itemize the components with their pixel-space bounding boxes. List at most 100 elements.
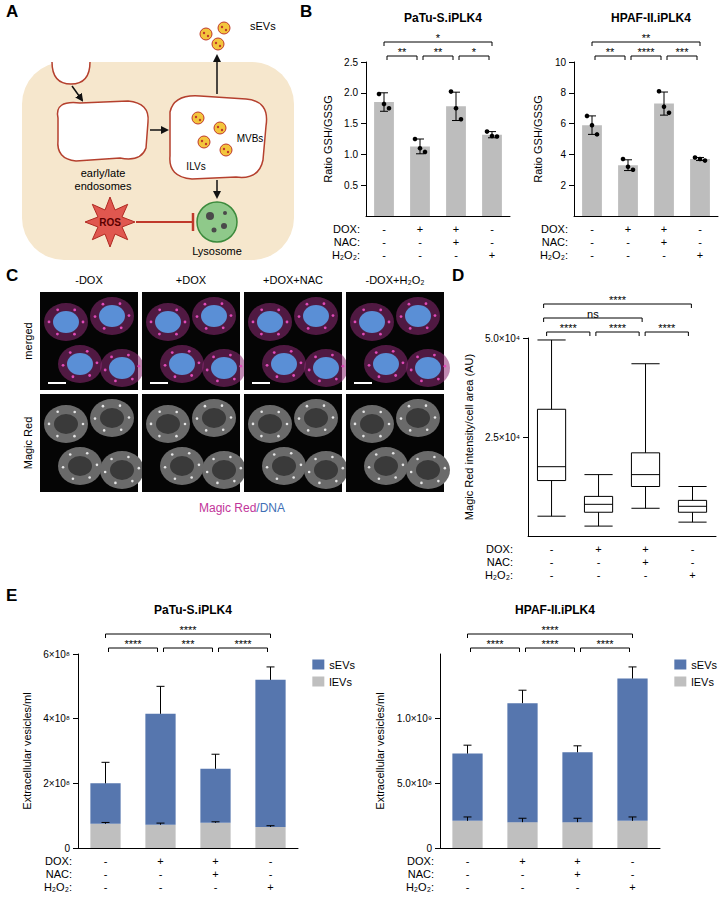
svg-text:-: -	[159, 868, 163, 880]
svg-text:-: -	[382, 236, 386, 248]
svg-text:-: -	[597, 556, 601, 568]
svg-text:-: -	[214, 881, 218, 893]
svg-text:****: ****	[486, 638, 504, 650]
svg-text:2: 2	[560, 180, 566, 191]
svg-text:8: 8	[560, 87, 566, 98]
svg-text:****: ****	[609, 322, 627, 334]
svg-text:5.0×10⁸: 5.0×10⁸	[397, 778, 432, 789]
svg-text:-: -	[550, 569, 554, 581]
svg-text:-: -	[466, 868, 470, 880]
svg-text:-: -	[550, 543, 554, 555]
svg-text:-: -	[631, 855, 635, 867]
svg-text:-: -	[590, 249, 594, 261]
svg-text:1.5: 1.5	[344, 118, 358, 129]
svg-text:-: -	[698, 223, 702, 235]
svg-text:-: -	[631, 868, 635, 880]
svg-text:sEVs: sEVs	[329, 659, 355, 671]
svg-text:early/late: early/late	[81, 167, 126, 179]
svg-text:-: -	[382, 223, 386, 235]
svg-text:NAC:: NAC:	[46, 868, 72, 880]
svg-text:-: -	[454, 249, 458, 261]
svg-text:DOX:: DOX:	[45, 855, 72, 867]
svg-text:DOX:: DOX:	[407, 855, 434, 867]
svg-text:Magic Red/DNA: Magic Red/DNA	[199, 501, 285, 515]
svg-text:-: -	[466, 881, 470, 893]
svg-text:-DOX+H₂O₂: -DOX+H₂O₂	[366, 274, 425, 286]
svg-text:-: -	[490, 223, 494, 235]
svg-text:1.0: 1.0	[344, 149, 358, 160]
svg-text:Magic Red intensity/cell area: Magic Red intensity/cell area (AU)	[463, 354, 475, 520]
svg-text:Ratio GSH/GSSG: Ratio GSH/GSSG	[532, 95, 544, 182]
svg-text:+: +	[661, 236, 667, 248]
svg-text:+: +	[625, 223, 631, 235]
svg-text:DOX:: DOX:	[486, 543, 513, 555]
svg-text:endosomes: endosomes	[75, 180, 132, 192]
svg-text:H₂O₂:: H₂O₂:	[332, 249, 360, 261]
svg-text:2×10⁸: 2×10⁸	[43, 778, 70, 789]
svg-text:4: 4	[560, 149, 566, 160]
svg-text:+: +	[519, 855, 525, 867]
svg-text:****: ****	[541, 624, 559, 636]
svg-text:2.5: 2.5	[344, 57, 358, 68]
svg-text:+: +	[642, 543, 648, 555]
svg-text:-: -	[466, 855, 470, 867]
svg-text:-: -	[626, 249, 630, 261]
svg-text:+: +	[453, 236, 459, 248]
svg-text:ROS: ROS	[99, 217, 121, 228]
svg-text:4×10⁸: 4×10⁸	[43, 713, 70, 724]
svg-text:-: -	[418, 236, 422, 248]
svg-text:NAC:: NAC:	[487, 556, 513, 568]
svg-text:Extracellular vesicles/ml: Extracellular vesicles/ml	[21, 692, 33, 809]
svg-text:+: +	[595, 543, 601, 555]
svg-text:****: ****	[560, 322, 578, 334]
svg-text:DOX:: DOX:	[541, 223, 568, 235]
svg-text:-: -	[104, 868, 108, 880]
svg-text:0.5: 0.5	[344, 180, 358, 191]
svg-text:6: 6	[560, 118, 566, 129]
svg-text:PaTu-S.iPLK4: PaTu-S.iPLK4	[154, 603, 232, 617]
svg-text:***: ***	[676, 46, 690, 58]
svg-text:+DOX: +DOX	[176, 274, 207, 286]
svg-text:merged: merged	[22, 322, 34, 359]
svg-text:0: 0	[64, 843, 70, 854]
svg-text:**: **	[642, 32, 651, 44]
svg-text:-: -	[626, 236, 630, 248]
svg-text:lEVs: lEVs	[691, 676, 714, 688]
svg-text:H₂O₂:: H₂O₂:	[406, 881, 434, 893]
svg-text:+: +	[661, 223, 667, 235]
svg-text:HPAF-II.iPLK4: HPAF-II.iPLK4	[611, 11, 691, 25]
svg-text:****: ****	[658, 322, 676, 334]
svg-text:Ratio GSH/GSSG: Ratio GSH/GSSG	[322, 95, 334, 182]
svg-text:-: -	[269, 868, 273, 880]
svg-text:-: -	[691, 556, 695, 568]
svg-text:-: -	[382, 249, 386, 261]
svg-text:****: ****	[637, 46, 655, 58]
svg-text:**: **	[398, 46, 407, 58]
svg-text:PaTu-S.iPLK4: PaTu-S.iPLK4	[404, 11, 482, 25]
svg-text:NAC:: NAC:	[334, 236, 360, 248]
svg-text:HPAF-II.iPLK4: HPAF-II.iPLK4	[515, 603, 595, 617]
svg-text:-: -	[521, 881, 525, 893]
svg-text:-: -	[691, 543, 695, 555]
svg-text:****: ****	[124, 638, 142, 650]
svg-text:*: *	[472, 46, 477, 58]
svg-text:+DOX+NAC: +DOX+NAC	[263, 274, 323, 286]
svg-text:1.0×10⁹: 1.0×10⁹	[397, 713, 432, 724]
svg-text:+: +	[489, 249, 495, 261]
svg-text:-: -	[269, 855, 273, 867]
svg-text:+: +	[642, 556, 648, 568]
svg-text:-: -	[590, 223, 594, 235]
svg-text:-: -	[644, 569, 648, 581]
svg-text:+: +	[267, 881, 273, 893]
svg-text:sEVs: sEVs	[691, 659, 717, 671]
svg-text:H₂O₂:: H₂O₂:	[540, 249, 568, 261]
svg-text:-: -	[550, 556, 554, 568]
svg-text:2.5×10⁴: 2.5×10⁴	[485, 432, 520, 443]
svg-text:****: ****	[609, 294, 627, 306]
svg-text:NAC:: NAC:	[542, 236, 568, 248]
svg-text:sEVs: sEVs	[250, 20, 276, 32]
svg-text:Lysosome: Lysosome	[192, 245, 242, 257]
svg-text:-: -	[590, 236, 594, 248]
svg-text:-: -	[662, 249, 666, 261]
svg-text:+: +	[689, 569, 695, 581]
